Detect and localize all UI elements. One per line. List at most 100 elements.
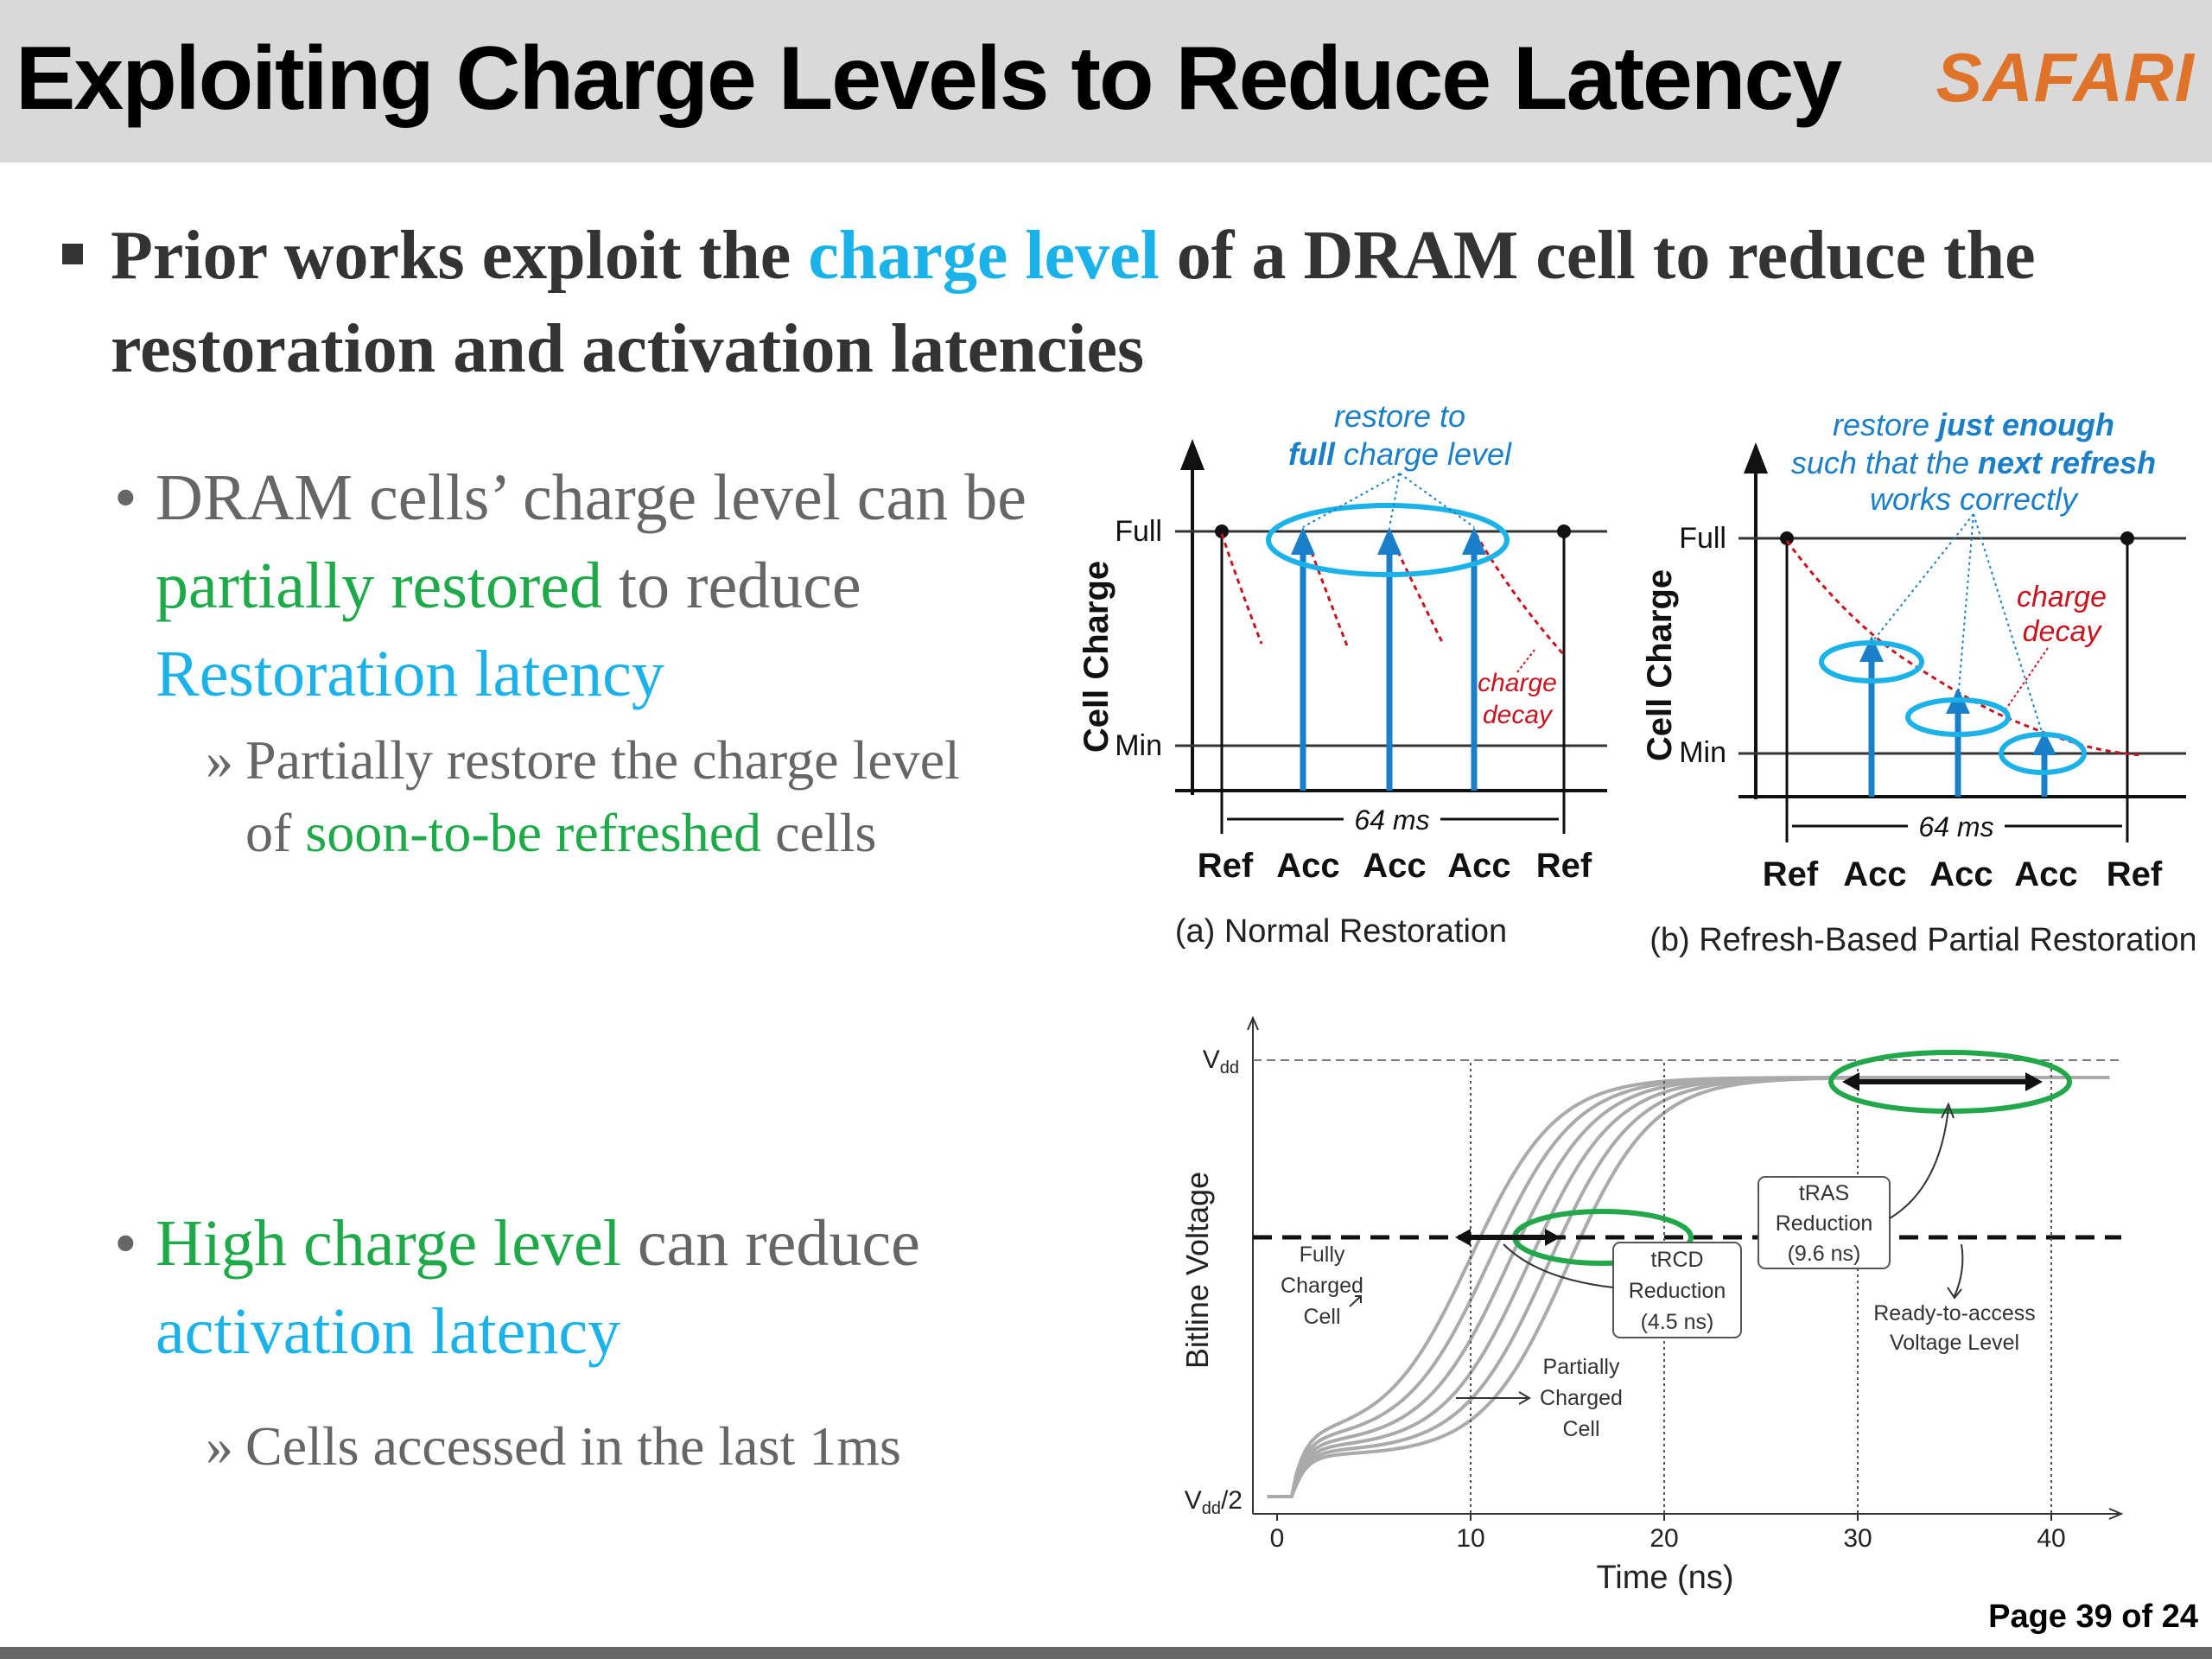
- bitline-voltage-chart: Vdd Vdd/2 Bitline Voltage 0 10 20 30 40 Time…: [1179, 1015, 2124, 1596]
- slide-title: Exploiting Charge Levels to Reduce Laten…: [16, 29, 1842, 129]
- ref-dot: [2120, 531, 2134, 545]
- partially-charged-pointer: [1456, 1391, 1531, 1405]
- arrow-up-icon: [2032, 731, 2056, 755]
- bitline-curve: [1267, 1076, 2110, 1498]
- tick-ref: Ref: [2107, 855, 2163, 893]
- tick-ref: Ref: [1763, 855, 1819, 893]
- tick-acc: Acc: [1363, 847, 1426, 885]
- tick-acc: Acc: [1447, 847, 1510, 885]
- tick-acc: Acc: [1843, 855, 1906, 893]
- highlight-ellipse: [1266, 503, 1510, 577]
- label-full: Full: [1679, 522, 1726, 555]
- x-tick-label: 0: [1270, 1524, 1285, 1553]
- detail-restoration-text: Partially restore the charge level of so…: [245, 729, 960, 863]
- annotation-line3: works correctly: [1870, 481, 2079, 517]
- highlight-ellipse: [1905, 697, 2011, 737]
- trcd-label: tRCD: [1650, 1248, 1703, 1272]
- caption-b: (b) Refresh-Based Partial Restoration: [1649, 922, 2195, 958]
- fully-charged-pointer: [1349, 1295, 1362, 1307]
- tick-acc: Acc: [1276, 847, 1339, 885]
- sub-bullet-restoration-text: DRAM cells’ charge level can be partiall…: [156, 461, 1027, 710]
- arrow-right-icon: [2025, 1072, 2043, 1091]
- partially-charged-label: Partially: [1543, 1355, 1620, 1379]
- tick-acc: Acc: [2014, 855, 2077, 893]
- tras-pointer: [1889, 1107, 1949, 1219]
- ref-dot: [1780, 531, 1794, 545]
- curve-group: [1267, 1076, 2110, 1498]
- tick-ref: Ref: [1536, 847, 1592, 885]
- trcd-pointer: [1503, 1243, 1614, 1288]
- x-tick-label: 20: [1649, 1524, 1678, 1553]
- decay-curve: [1220, 533, 1263, 645]
- y-axis-label: Cell Charge: [1641, 569, 1679, 761]
- figure-partial-restoration: restore just enough such that the next r…: [1641, 407, 2195, 958]
- arrow-left-icon: [1842, 1072, 1859, 1091]
- y-axis-arrow-icon: [1180, 439, 1205, 470]
- y-axis-arrow-icon: [1247, 1015, 1259, 1031]
- tick-acc: Acc: [1929, 855, 1993, 893]
- ref-dot: [1215, 524, 1229, 538]
- tras-label: (9.6 ns): [1788, 1242, 1861, 1266]
- decay-curve: [1785, 540, 2144, 757]
- label-full: Full: [1115, 515, 1162, 548]
- dot-bullet-icon: •: [114, 461, 137, 534]
- trcd-callout-box: [1612, 1242, 1742, 1338]
- safari-logo: SAFARI: [1936, 39, 2195, 116]
- x-axis-label: Time (ns): [1596, 1560, 1733, 1596]
- period-label: 64 ms: [1918, 811, 1993, 842]
- tick-ref: Ref: [1198, 847, 1254, 885]
- sub-bullet-restoration: • DRAM cells’ charge level can be partia…: [114, 454, 1047, 718]
- page-number: Page 39 of 24: [1988, 1599, 2198, 1635]
- figure-normal-restoration: restore to full charge level Full Min Ce…: [1077, 398, 1607, 950]
- detail-activation: » Cells accessed in the last 1ms: [206, 1410, 983, 1483]
- ready-level-label: Ready-to-access: [1873, 1301, 2036, 1325]
- ready-level-pointer: [1947, 1243, 1964, 1300]
- partially-charged-label: Charged: [1540, 1386, 1623, 1410]
- decay-label: charge: [1478, 669, 1557, 697]
- y-axis-label: Bitline Voltage: [1179, 1172, 1215, 1369]
- x-axis-arrow-icon: [2108, 1508, 2124, 1520]
- ref-dot: [1557, 524, 1571, 538]
- arrow-up-icon: [1291, 527, 1315, 555]
- fully-charged-label: Fully: [1300, 1243, 1345, 1267]
- y-axis-arrow-icon: [1744, 442, 1768, 474]
- arrow-up-icon: [1859, 636, 1884, 662]
- arrow-up-icon: [1377, 527, 1402, 555]
- x-tick-label: 40: [2037, 1524, 2065, 1553]
- arrow-right-icon: [1545, 1229, 1560, 1246]
- label-min: Min: [1679, 736, 1726, 769]
- fully-charged-label: Charged: [1281, 1274, 1363, 1298]
- annotation-line1: restore just enough: [1833, 407, 2114, 442]
- annotation-full-charge: full charge level: [1288, 436, 1512, 472]
- label-min: Min: [1115, 729, 1162, 762]
- main-bullet: Prior works exploit the charge level of …: [62, 209, 2171, 396]
- trcd-label: Reduction: [1629, 1279, 1726, 1303]
- arrow-up-icon: [1462, 527, 1486, 555]
- period-label: 64 ms: [1354, 804, 1429, 836]
- footer-bar: [0, 1647, 2212, 1659]
- y-axis-label: Cell Charge: [1077, 561, 1116, 753]
- detail-restoration: » Partially restore the charge level of …: [206, 724, 1009, 869]
- decay-label: charge: [2017, 581, 2107, 613]
- main-bullet-text: Prior works exploit the charge level of …: [111, 218, 2036, 387]
- sub-bullet-activation: • High charge level can reduce activatio…: [114, 1199, 1047, 1376]
- title-bar: Exploiting Charge Levels to Reduce Laten…: [0, 0, 2212, 162]
- sub-bullet-activation-text: High charge level can reduce activation …: [156, 1207, 920, 1368]
- trcd-label: (4.5 ns): [1641, 1310, 1714, 1334]
- dot-bullet-icon: •: [114, 1207, 137, 1280]
- annotation-line2: such that the next refresh: [1791, 445, 2156, 480]
- chevron-bullet-icon: »: [206, 1415, 233, 1477]
- tras-label: tRAS: [1799, 1181, 1849, 1205]
- vdd-label: Vdd: [1203, 1046, 1239, 1077]
- ready-level-label: Voltage Level: [1890, 1331, 2019, 1355]
- detail-activation-text: Cells accessed in the last 1ms: [245, 1415, 901, 1477]
- x-tick-label: 30: [1843, 1524, 1872, 1553]
- tras-label: Reduction: [1776, 1211, 1873, 1236]
- partially-charged-label: Cell: [1562, 1417, 1599, 1441]
- square-bullet-icon: [62, 244, 83, 264]
- fully-charged-label: Cell: [1303, 1305, 1340, 1329]
- x-tick-label: 10: [1456, 1524, 1484, 1553]
- vdd-half-label: Vdd/2: [1185, 1486, 1243, 1518]
- x-tick-labels: 0 10 20 30 40: [1270, 1514, 2066, 1553]
- caption-a: (a) Normal Restoration: [1175, 913, 1507, 950]
